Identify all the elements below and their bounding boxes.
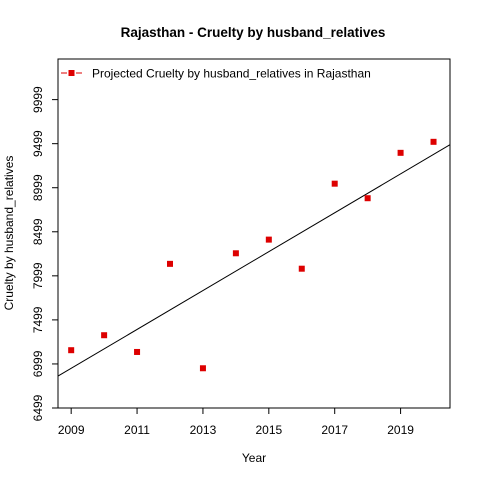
data-points [68,138,437,372]
y-tick-label: 7499 [31,306,45,333]
y-tick-label: 7999 [31,262,45,289]
y-axis: 6499 6999 7499 7999 8499 8999 9499 9999 [31,86,58,421]
y-tick-label: 8499 [31,218,45,245]
x-tick-label: 2015 [255,423,282,437]
data-point [397,149,404,156]
legend: Projected Cruelty by husband_relatives i… [61,67,371,81]
x-axis-label: Year [242,451,266,465]
data-point [199,365,206,372]
data-point [265,236,272,243]
plot-area-border [57,58,451,409]
x-tick-label: 2013 [190,423,217,437]
data-point [134,348,141,355]
y-tick-label: 6499 [31,394,45,421]
y-axis-label: Cruelty by husband_relatives [2,156,16,311]
x-tick-label: 2017 [321,423,348,437]
data-point [232,250,239,257]
chart-title: Rajasthan - Cruelty by husband_relatives [121,25,386,40]
data-point [364,195,371,202]
data-point [298,265,305,272]
legend-marker [68,70,75,76]
y-tick-label: 9999 [31,86,45,113]
x-tick-label: 2011 [124,423,150,437]
y-tick-label: 9499 [31,130,45,157]
x-axis: 2009 2011 2013 2015 2017 2019 [58,408,414,437]
y-tick-label: 6999 [31,350,45,377]
x-tick-label: 2009 [58,423,85,437]
data-point [167,260,173,267]
data-point [430,138,437,145]
y-tick-label: 8999 [31,174,45,201]
data-point [101,332,108,339]
data-point [68,347,75,354]
data-point [331,180,338,187]
legend-label: Projected Cruelty by husband_relatives i… [92,67,371,81]
trend-line [57,144,451,377]
x-tick-label: 2019 [387,423,414,437]
